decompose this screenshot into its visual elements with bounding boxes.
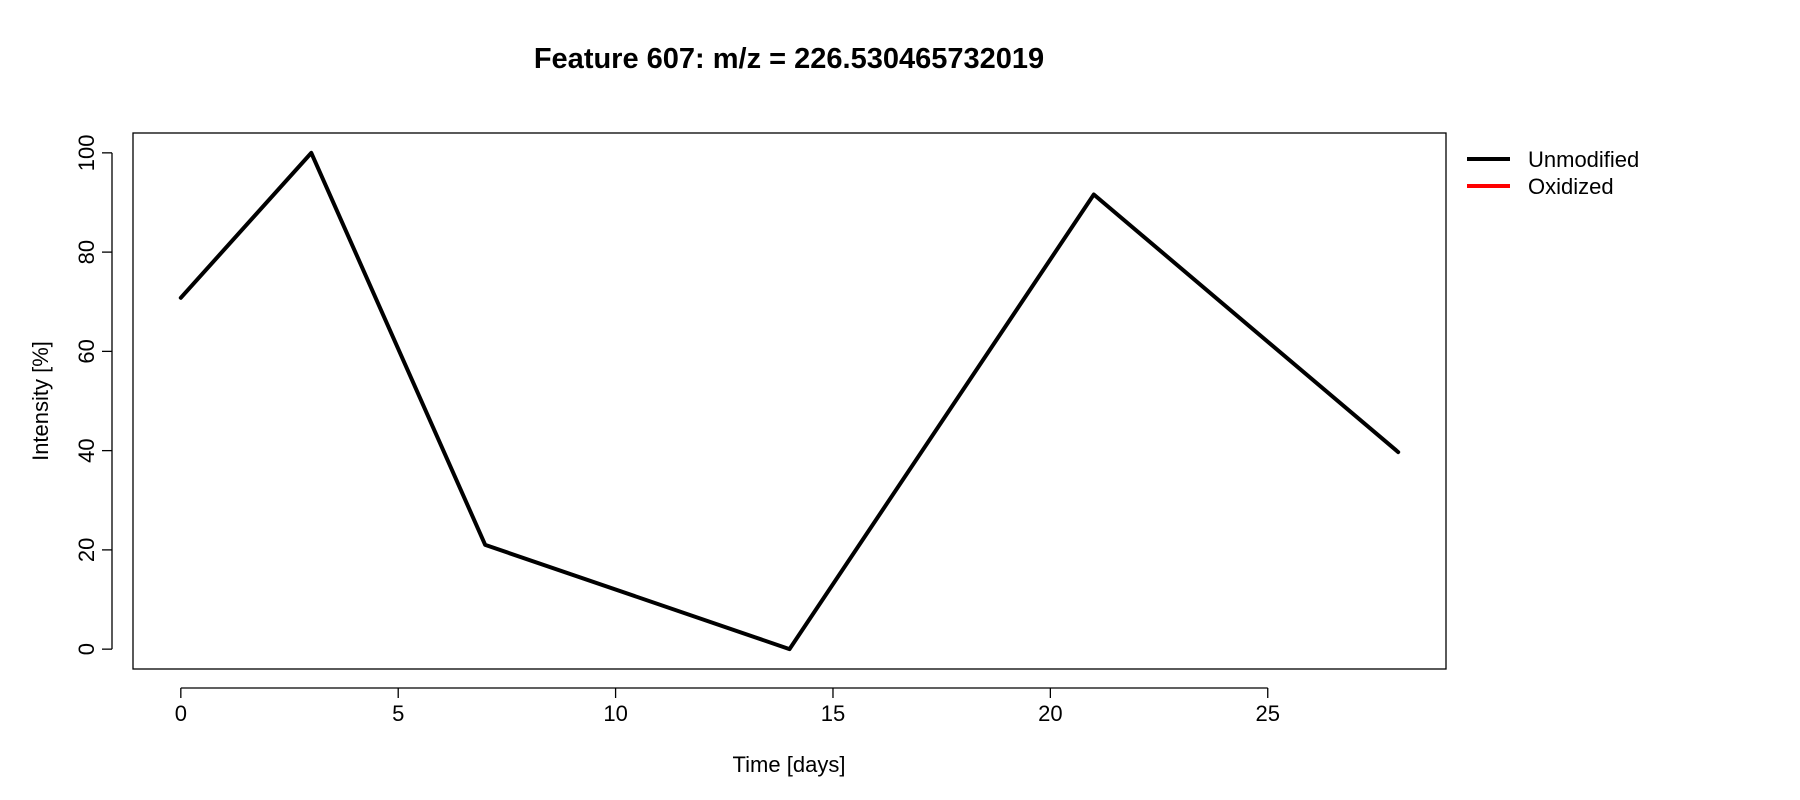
series-layer: [178, 150, 1401, 652]
x-tick-label: 5: [392, 701, 404, 726]
x-axis-label: Time [days]: [733, 752, 846, 777]
x-tick-label: 10: [603, 701, 627, 726]
legend-label-oxidized: Oxidized: [1528, 174, 1614, 199]
y-tick-label: 80: [74, 240, 99, 264]
x-tick-label: 0: [175, 701, 187, 726]
x-tick-label: 15: [821, 701, 845, 726]
legend-label-unmodified: Unmodified: [1528, 147, 1639, 172]
y-tick-label: 60: [74, 339, 99, 363]
x-tick-label: 25: [1256, 701, 1280, 726]
y-tick-label: 100: [74, 134, 99, 171]
y-tick-label: 0: [74, 643, 99, 655]
chart-title: Feature 607: m/z = 226.530465732019: [534, 43, 1044, 75]
y-tick-label: 40: [74, 438, 99, 462]
series-line-unmodified: [178, 150, 1401, 652]
y-axis-label: Intensity [%]: [28, 341, 53, 461]
y-axis: 0 20 40 60 80 100: [74, 134, 113, 655]
x-tick-label: 20: [1038, 701, 1062, 726]
plot-frame: [132, 132, 1447, 670]
y-tick-label: 20: [74, 538, 99, 562]
x-axis: 0 5 10 15 20 25: [175, 687, 1280, 726]
